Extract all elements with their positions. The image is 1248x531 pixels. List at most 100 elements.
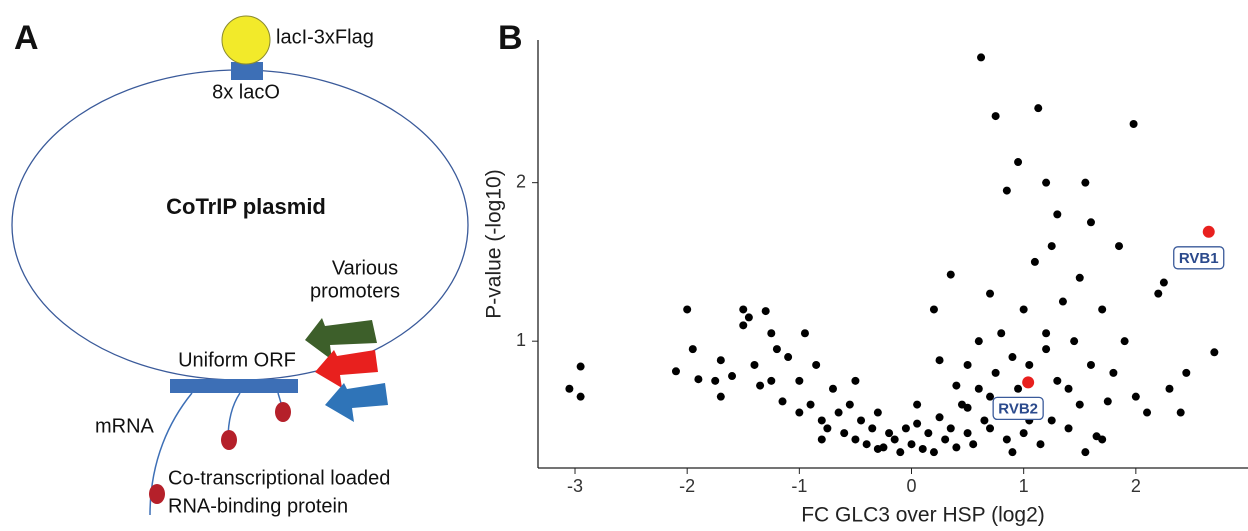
point — [1008, 353, 1017, 362]
panel-b: B -3 -2 -1 0 1 2 1 2 FC GLC3 over HSP (log2) P-val… — [483, 19, 1248, 527]
point — [991, 112, 1000, 121]
point — [728, 372, 737, 381]
plasmid-label: CoTrIP plasmid — [166, 194, 326, 219]
point — [929, 305, 938, 314]
point — [924, 429, 933, 438]
point — [913, 400, 922, 409]
point — [694, 375, 703, 384]
point — [828, 384, 837, 393]
point — [711, 376, 720, 385]
point — [873, 408, 882, 417]
panel-label: B — [498, 19, 523, 57]
point — [756, 381, 765, 390]
point — [671, 367, 680, 376]
point — [969, 440, 978, 449]
promoter-arrow — [325, 383, 388, 422]
point — [1154, 289, 1163, 298]
point — [1120, 337, 1129, 346]
label-box — [992, 396, 1044, 421]
point — [1159, 278, 1168, 287]
point — [857, 416, 866, 425]
x-tick-label: -3 — [567, 476, 583, 496]
point — [896, 448, 905, 457]
point — [744, 313, 753, 322]
point — [1075, 273, 1084, 282]
point — [767, 329, 776, 338]
y-axis-title: P-value (-log10) — [483, 169, 506, 318]
point — [890, 435, 899, 444]
point — [784, 353, 793, 362]
point-label: RVB1 — [1179, 250, 1219, 267]
point — [851, 435, 860, 444]
point — [1030, 257, 1039, 266]
promoters-label: promoters — [310, 280, 400, 302]
point — [1086, 360, 1095, 369]
point — [1129, 120, 1138, 129]
point — [1008, 448, 1017, 457]
point — [834, 408, 843, 417]
point — [952, 443, 961, 452]
point — [974, 384, 983, 393]
point — [1182, 368, 1191, 377]
point — [739, 321, 748, 330]
point — [873, 444, 882, 453]
point — [1042, 329, 1051, 338]
x-axis-title: FC GLC3 over HSP (log2) — [801, 504, 1045, 527]
point — [1064, 384, 1073, 393]
point — [1019, 305, 1028, 314]
panel-a: A lacI-3xFlag 8x lacO CoTrIP plasmid Var… — [11, 15, 469, 517]
point — [851, 376, 860, 385]
point — [1014, 384, 1023, 393]
point — [963, 429, 972, 438]
operator-label: 8x lacO — [212, 81, 280, 103]
point — [946, 424, 955, 433]
point — [576, 362, 585, 371]
orf-label: Uniform ORF — [178, 349, 296, 371]
point — [901, 424, 910, 433]
point — [907, 440, 916, 449]
point — [772, 345, 781, 354]
rbp — [275, 402, 291, 422]
panel-label: A — [14, 19, 39, 57]
point — [716, 356, 725, 365]
point — [1098, 435, 1107, 444]
point — [576, 392, 585, 401]
point — [800, 329, 809, 338]
point-label: RVB2 — [998, 400, 1038, 417]
y-tick-label: 1 — [516, 330, 526, 350]
x-tick-label: 2 — [1131, 476, 1141, 496]
point — [1047, 416, 1056, 425]
point — [688, 345, 697, 354]
point — [767, 376, 776, 385]
orf — [170, 379, 298, 393]
point — [986, 392, 995, 401]
point — [868, 424, 877, 433]
point — [997, 329, 1006, 338]
point — [1042, 178, 1051, 187]
point — [1064, 424, 1073, 433]
y-tick-label: 2 — [516, 171, 526, 191]
point — [977, 53, 986, 62]
x-tick-label: -1 — [791, 476, 807, 496]
point — [1098, 305, 1107, 314]
point — [1019, 429, 1028, 438]
point — [1176, 408, 1185, 417]
protein-label: lacI-3xFlag — [276, 26, 374, 48]
promoters-label: Various — [332, 257, 398, 279]
point — [1086, 218, 1095, 227]
rbp — [149, 484, 165, 504]
mrna-label: mRNA — [95, 415, 155, 437]
rbp-label: RNA-binding protein — [168, 495, 348, 517]
point — [952, 381, 961, 390]
point — [963, 360, 972, 369]
lac-operator — [231, 62, 263, 80]
label-box — [1173, 246, 1225, 270]
point — [991, 368, 1000, 377]
point — [823, 424, 832, 433]
point — [1210, 348, 1219, 357]
point — [1034, 104, 1043, 113]
point — [739, 305, 748, 314]
promoter-arrow — [305, 318, 377, 360]
point — [1053, 210, 1062, 219]
